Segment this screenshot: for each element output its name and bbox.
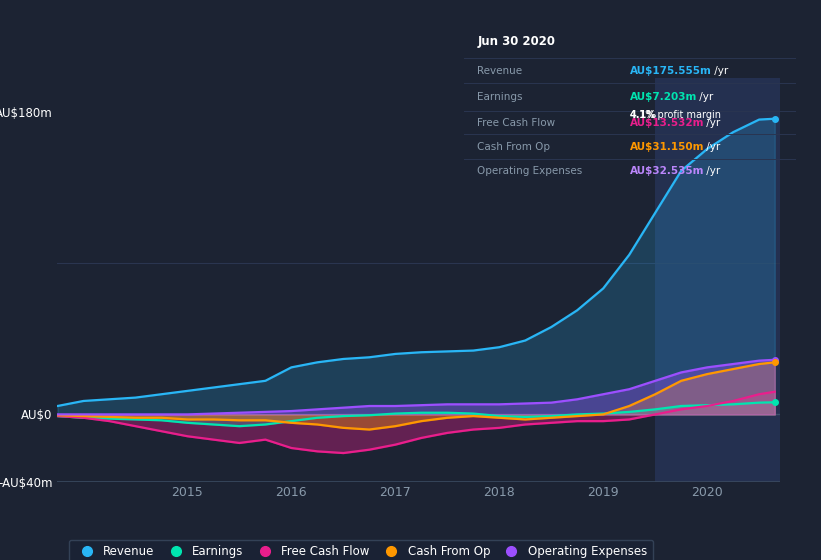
Text: /yr: /yr (704, 118, 721, 128)
Text: Jun 30 2020: Jun 30 2020 (477, 35, 555, 48)
Legend: Revenue, Earnings, Free Cash Flow, Cash From Op, Operating Expenses: Revenue, Earnings, Free Cash Flow, Cash … (69, 540, 653, 560)
Text: 4.1% profit margin: 4.1% profit margin (631, 110, 721, 120)
Text: /yr: /yr (704, 166, 721, 176)
Text: /yr: /yr (696, 92, 713, 102)
Text: AU$32.535m: AU$32.535m (631, 166, 704, 176)
Text: Operating Expenses: Operating Expenses (477, 166, 582, 176)
Text: AU$13.532m: AU$13.532m (631, 118, 704, 128)
Text: Free Cash Flow: Free Cash Flow (477, 118, 555, 128)
Text: 4.1%: 4.1% (631, 110, 657, 120)
Text: Revenue: Revenue (477, 66, 522, 76)
Text: AU$175.555m: AU$175.555m (631, 66, 712, 76)
Text: AU$31.150m: AU$31.150m (631, 142, 704, 152)
Text: Earnings: Earnings (477, 92, 523, 102)
Text: /yr: /yr (704, 142, 721, 152)
Bar (655, 78, 780, 482)
Text: AU$7.203m: AU$7.203m (631, 92, 698, 102)
Text: Cash From Op: Cash From Op (477, 142, 550, 152)
Text: /yr: /yr (711, 66, 728, 76)
